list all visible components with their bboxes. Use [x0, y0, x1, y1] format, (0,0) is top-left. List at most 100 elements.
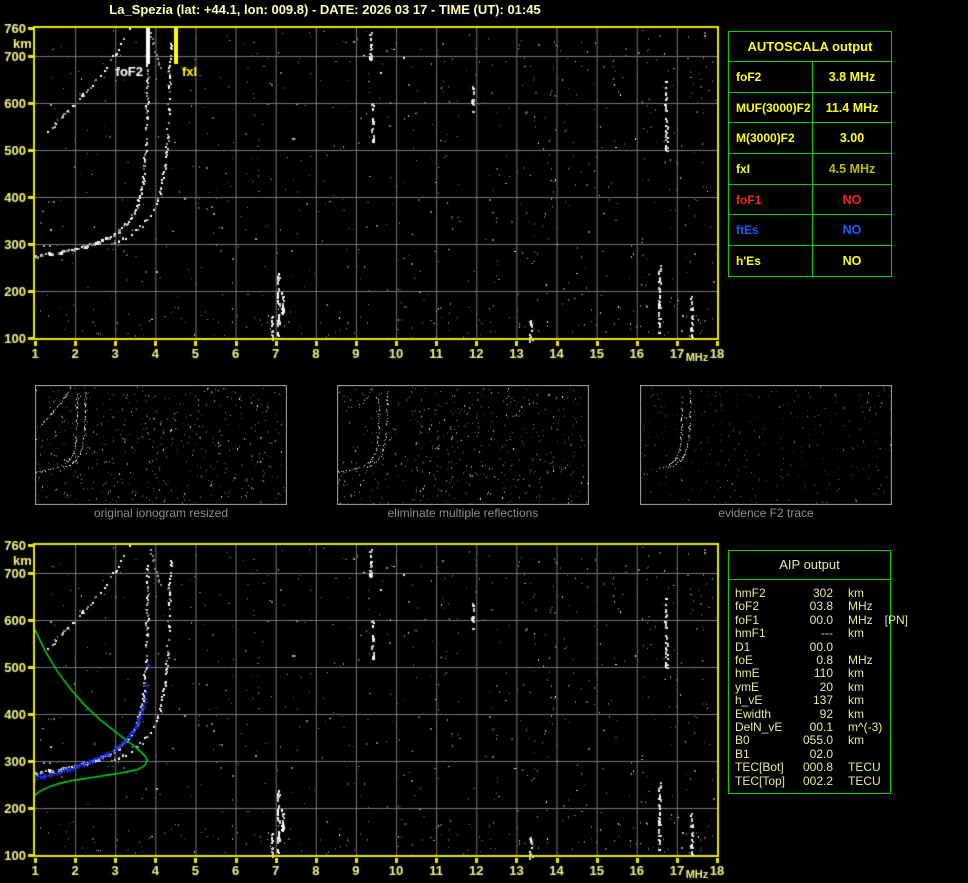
- aip-row-unit: TECU: [848, 760, 881, 775]
- autoscala-row-value: NO: [842, 254, 862, 269]
- aip-row-name: foE: [735, 653, 754, 668]
- aip-row-h_vE: h_vE 137 km: [735, 693, 890, 708]
- thumbnail-eliminate-reflections: [337, 385, 589, 505]
- aip-row-hmF2: hmF2 302 km: [735, 586, 890, 600]
- aip-row-value: 02.0: [809, 746, 833, 761]
- autoscala-table-rows: foF2 3.8 MHz MUF(3000)F2 11.4 MHz M(3000)F2 3…: [729, 62, 891, 277]
- aip-row-value: 137: [812, 693, 833, 708]
- autoscala-row-foF2: foF2 3.8 MHz: [729, 62, 891, 93]
- aip-row-B1: B1 02.0: [735, 746, 890, 761]
- aip-row-name: DelN_vE: [735, 720, 783, 735]
- aip-row-value: 302: [812, 586, 833, 600]
- aip-row-unit: TECU: [848, 773, 881, 788]
- aip-row-ymE: ymE 20 km: [735, 679, 890, 694]
- aip-row-unit-wrap: TECU: [833, 773, 890, 788]
- aip-row-value: 00.1: [809, 720, 833, 735]
- autoscala-row-MUF3000F2: MUF(3000)F2 11.4 MHz: [729, 92, 891, 124]
- autoscala-row-hEs: h'Es NO: [729, 246, 891, 277]
- aip-row-name: Ewidth: [735, 706, 772, 721]
- autoscala-row-ftEs: ftEs NO: [729, 215, 891, 247]
- thumbnail-evidence-f2-trace: [640, 385, 892, 505]
- aip-row-name: B0: [735, 733, 750, 748]
- autoscala-row-M3000F2: M(3000)F2 3.00: [729, 123, 891, 155]
- aip-row-value: 03.8: [809, 599, 833, 614]
- aip-row-unit-wrap: TECU: [833, 761, 890, 774]
- aip-table-rows: hmF2 302 km foF2 03.8 MHz foF1 00.0 MHz [PN] hmF1 -…: [729, 580, 908, 788]
- aip-row-unit: km: [848, 733, 864, 748]
- aip-row-value: 00.0: [809, 612, 833, 627]
- aip-row-value: 110: [813, 666, 833, 681]
- aip-row-unit-wrap: km: [833, 679, 890, 694]
- caption-eliminate-reflections: eliminate multiple reflections: [387, 506, 539, 520]
- aip-row-name: D1: [735, 639, 751, 654]
- profile-ionogram-plot: [0, 535, 730, 883]
- aip-row-unit: km: [848, 586, 864, 600]
- main-ionogram-plot: [0, 18, 730, 366]
- autoscala-row-value: 11.4 MHz: [825, 100, 879, 115]
- aip-row-foF1: foF1 00.0 MHz [PN]: [735, 612, 908, 627]
- aip-row-B0: B0 055.0 km: [735, 733, 890, 748]
- aip-row-value: 0.8: [816, 653, 833, 668]
- page-title: La_Spezia (lat: +44.1, lon: 009.8) - DAT…: [109, 2, 541, 17]
- autoscala-row-label: h'Es: [729, 246, 813, 277]
- autoscala-row-value: NO: [842, 223, 862, 238]
- autoscala-row-value: 3.8 MHz: [828, 69, 876, 84]
- autoscala-row-value: 3.00: [839, 131, 865, 146]
- autoscala-row-value: 4.5 MHz: [828, 161, 876, 176]
- aip-output-table: AIP output hmF2 302 km foF2 03.8 MHz foF1 00.0 M…: [728, 550, 908, 794]
- aip-row-D1: D1 00.0: [735, 639, 890, 654]
- aip-row-unit-wrap: km: [833, 706, 890, 721]
- aip-table-title: AIP output: [729, 551, 890, 580]
- aip-row-name: B1: [735, 746, 750, 761]
- aip-row-foF2: foF2 03.8 MHz: [735, 599, 890, 614]
- aip-row-unit: km: [848, 706, 864, 721]
- aip-row-unit: km: [848, 679, 864, 694]
- aip-row-value: 000.8: [802, 760, 833, 775]
- autoscala-table-title: AUTOSCALA output: [729, 32, 891, 62]
- aip-row-unit-wrap: km: [833, 694, 890, 707]
- aip-row-name: hmF2: [735, 586, 766, 600]
- aip-row-unit-wrap: [833, 641, 890, 654]
- aip-row-value: 20: [819, 679, 833, 694]
- aip-row-unit-wrap: [833, 748, 890, 761]
- aip-row-unit: km: [848, 626, 864, 641]
- autoscala-row-label: ftEs: [729, 215, 813, 246]
- aip-row-unit-wrap: km: [833, 586, 890, 600]
- aip-row-unit-wrap: MHz: [833, 600, 890, 613]
- autoscala-row-foF1: foF1 NO: [729, 184, 891, 216]
- aip-row-unit-wrap: km: [833, 667, 890, 680]
- aip-row-name: TEC[Top]: [735, 773, 786, 788]
- aip-row-name: hmE: [735, 666, 760, 681]
- aip-row-unit-wrap: m^(-3): [833, 720, 890, 734]
- aip-row-extra: [PN]: [884, 612, 909, 627]
- aip-row-TECTop: TEC[Top] 002.2 TECU: [735, 773, 890, 788]
- caption-original-ionogram: original ionogram resized: [93, 506, 229, 520]
- aip-row-foE: foE 0.8 MHz: [735, 653, 890, 668]
- autoscala-row-fxI: fxI 4.5 MHz: [729, 154, 891, 185]
- aip-row-name: foF2: [735, 599, 760, 614]
- autoscala-row-label: fxI: [729, 154, 813, 184]
- aip-row-unit: km: [848, 666, 864, 681]
- aip-row-unit-wrap: km: [833, 734, 890, 747]
- aip-row-DelN_vE: DelN_vE 00.1 m^(-3): [735, 720, 890, 735]
- aip-row-value: 002.2: [802, 773, 833, 788]
- aip-row-name: hmF1: [735, 626, 766, 641]
- aip-row-unit: MHz: [848, 599, 873, 614]
- autoscala-row-value: NO: [842, 192, 862, 207]
- aip-row-value: 00.0: [809, 639, 833, 654]
- aip-row-name: foF1: [735, 612, 760, 627]
- aip-row-unit: MHz: [848, 612, 873, 627]
- aip-row-hmF1: hmF1 --- km: [735, 626, 890, 641]
- aip-row-hmE: hmE 110 km: [735, 666, 890, 681]
- aip-row-name: ymE: [735, 679, 759, 694]
- autoscala-row-label: foF1: [729, 184, 813, 215]
- aip-row-unit-wrap: km: [833, 627, 890, 640]
- aip-row-unit: km: [848, 693, 864, 708]
- aip-row-unit-wrap: MHz: [833, 653, 890, 667]
- caption-evidence-f2-trace: evidence F2 trace: [718, 506, 814, 520]
- aip-row-value: 92: [819, 706, 833, 721]
- aip-row-value: ---: [821, 626, 833, 641]
- autoscala-row-label: MUF(3000)F2: [729, 92, 813, 123]
- aip-row-name: h_vE: [735, 693, 763, 708]
- autoscala-output-table: AUTOSCALA output foF2 3.8 MHz MUF(3000)F2 1…: [728, 31, 892, 277]
